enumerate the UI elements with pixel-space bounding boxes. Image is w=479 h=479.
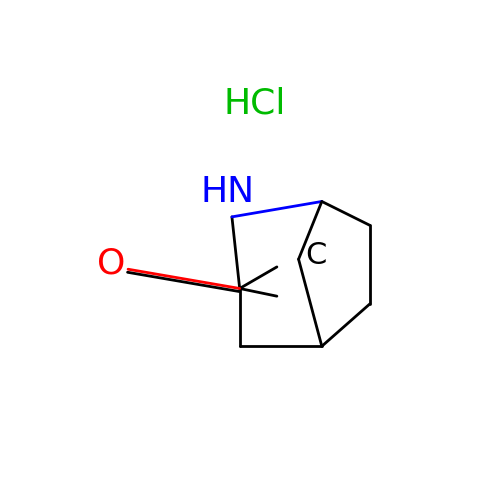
- Text: C: C: [305, 241, 326, 270]
- Text: O: O: [97, 246, 125, 280]
- Text: HCl: HCl: [224, 87, 286, 121]
- Text: HN: HN: [201, 175, 255, 209]
